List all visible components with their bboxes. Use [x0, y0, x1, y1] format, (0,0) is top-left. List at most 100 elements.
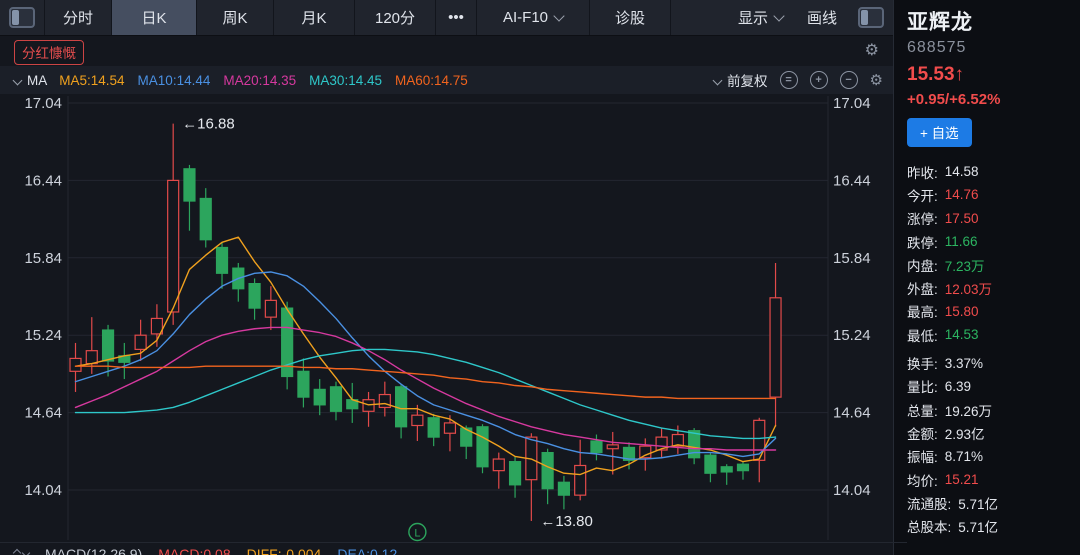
svg-text:L: L: [414, 528, 420, 540]
panel-resize-icon[interactable]: [12, 548, 31, 555]
stat-label: 总量:: [907, 403, 938, 419]
chart-settings-gear-icon[interactable]: ⚙: [864, 40, 879, 59]
tab-周K[interactable]: 周K: [197, 0, 274, 35]
stat-label: 今开:: [907, 188, 938, 204]
tab-•••[interactable]: •••: [436, 0, 477, 35]
dragon-tiger-marker[interactable]: L: [408, 522, 427, 542]
candle: [329, 386, 343, 412]
stat-label: 内盘:: [907, 258, 938, 274]
candle: [167, 179, 180, 313]
diagnose-button[interactable]: 诊股: [590, 0, 671, 35]
ma-item: MA30:14.45: [309, 72, 382, 88]
collapse-right-panel-icon[interactable]: [849, 0, 893, 35]
chevron-down-icon: [712, 75, 723, 85]
stat-label: 涨停:: [907, 212, 938, 228]
macd-bar: MACD(12,26,9) MACD:0.08 DIFF:-0.004 DEA:0.…: [0, 542, 907, 555]
stat-label: 跌停:: [907, 235, 938, 251]
ma-item: MA20:14.35: [223, 72, 297, 88]
tab-月K[interactable]: 月K: [274, 0, 355, 35]
stat-low: 最低: 14.53: [907, 323, 1068, 346]
ma-item: MA10:14.44: [137, 72, 211, 88]
y-axis-label-left: 17.04: [24, 95, 62, 112]
stat-value: 11.66: [944, 234, 978, 250]
zoom-in-icon[interactable]: +: [809, 71, 828, 89]
chevron-down-icon[interactable]: [12, 75, 23, 85]
ma-bar-right: 前复权 = + − ⚙: [712, 70, 883, 90]
y-axis-label-left: 14.64: [24, 405, 62, 422]
candle: [85, 350, 98, 365]
candle: [557, 481, 571, 496]
tab-120分[interactable]: 120分: [355, 0, 436, 35]
reset-zoom-icon[interactable]: =: [779, 71, 798, 89]
price-annotation: ←13.80: [540, 513, 593, 530]
stat-high: 最高: 15.80: [907, 300, 1068, 323]
collapse-left-panel-icon[interactable]: [0, 0, 45, 35]
candle: [492, 458, 505, 472]
ma-title: MA: [27, 72, 48, 88]
zoom-out-icon[interactable]: −: [839, 71, 858, 89]
candle: [753, 419, 766, 461]
ai-f10-label: AI-F10: [502, 9, 548, 26]
candle: [476, 426, 489, 468]
add-watchlist-button[interactable]: + 自选: [907, 118, 972, 147]
dividend-tag[interactable]: 分红慷慨: [14, 39, 84, 65]
tab-日K[interactable]: 日K: [112, 0, 197, 35]
y-axis-label-left: 14.04: [24, 482, 62, 499]
stat-volume_ratio: 量比: 6.39: [907, 375, 1068, 398]
stat-value: 5.71亿: [958, 496, 999, 512]
candle: [378, 393, 391, 409]
candle: [688, 430, 701, 459]
adjust-mode-dropdown[interactable]: 前复权: [727, 74, 768, 89]
stat-value: 8.71%: [944, 448, 984, 464]
candle: [639, 445, 652, 459]
macd-item: DEA:0.12: [337, 546, 398, 555]
stat-label: 换手:: [907, 357, 938, 373]
stat-outer_volume: 外盘: 12.03万: [907, 276, 1068, 299]
candle: [606, 444, 619, 450]
stat-total_volume: 总量: 19.26万: [907, 398, 1068, 421]
price-annotation: ←16.88: [182, 116, 235, 133]
kline-chart[interactable]: 17.04 17.04 16.44 16.44 15.84 15.84 15.24 15.24…: [0, 0, 893, 555]
indicator-settings-gear-icon[interactable]: ⚙: [869, 70, 883, 89]
stat-label: 昨收:: [907, 165, 938, 181]
stat-amount: 金额: 2.93亿: [907, 421, 1068, 444]
candle: [248, 283, 261, 309]
stat-label: 流通股:: [907, 496, 952, 512]
stat-value: 14.58: [944, 164, 979, 180]
up-arrow-icon: ↑: [954, 64, 965, 85]
panel-icon: [858, 7, 884, 28]
y-axis-label-left: 15.24: [24, 327, 62, 344]
candle: [541, 451, 554, 490]
candle: [508, 461, 522, 486]
stat-value: 19.26万: [944, 403, 993, 419]
candle: [460, 427, 473, 447]
ma-line-MA5: [74, 236, 777, 476]
candle: [313, 388, 326, 406]
period-tabs: 分时 日K 周K 月K 120分 •••: [45, 0, 477, 35]
y-axis-label-right: 15.84: [833, 250, 871, 267]
y-axis-label-right: 16.44: [833, 172, 871, 189]
ma-item: MA60:14.75: [394, 72, 468, 88]
candle: [101, 329, 115, 362]
ai-f10-dropdown[interactable]: AI-F10: [477, 0, 590, 35]
y-axis-label-left: 15.84: [24, 250, 62, 267]
y-axis-label-right: 15.24: [833, 327, 871, 344]
stat-total_shares: 总股本: 5.71亿: [907, 514, 1068, 537]
stat-value: 12.03万: [944, 282, 993, 298]
price-change: +0.95/+6.52%: [907, 91, 1001, 108]
tab-分时[interactable]: 分时: [45, 0, 112, 35]
draw-line-button[interactable]: 画线: [795, 0, 849, 35]
ma-line-MA10: [74, 271, 777, 460]
stat-float_shares: 流通股: 5.71亿: [907, 491, 1068, 514]
candle: [590, 440, 603, 454]
stat-prev_close: 昨收: 14.58: [907, 160, 1068, 183]
ma-line-MA20: [74, 326, 777, 451]
price-value: 15.53: [907, 64, 955, 85]
candle: [199, 197, 212, 241]
candle: [411, 414, 424, 427]
stat-avg_price: 均价: 15.21: [907, 468, 1068, 491]
candle: [736, 463, 750, 472]
ma-values: MA5:14.54 MA10:14.44 MA20:14.35 MA30:14.45 M…: [59, 73, 481, 88]
display-dropdown[interactable]: 显示: [726, 0, 795, 35]
candle: [134, 334, 147, 350]
